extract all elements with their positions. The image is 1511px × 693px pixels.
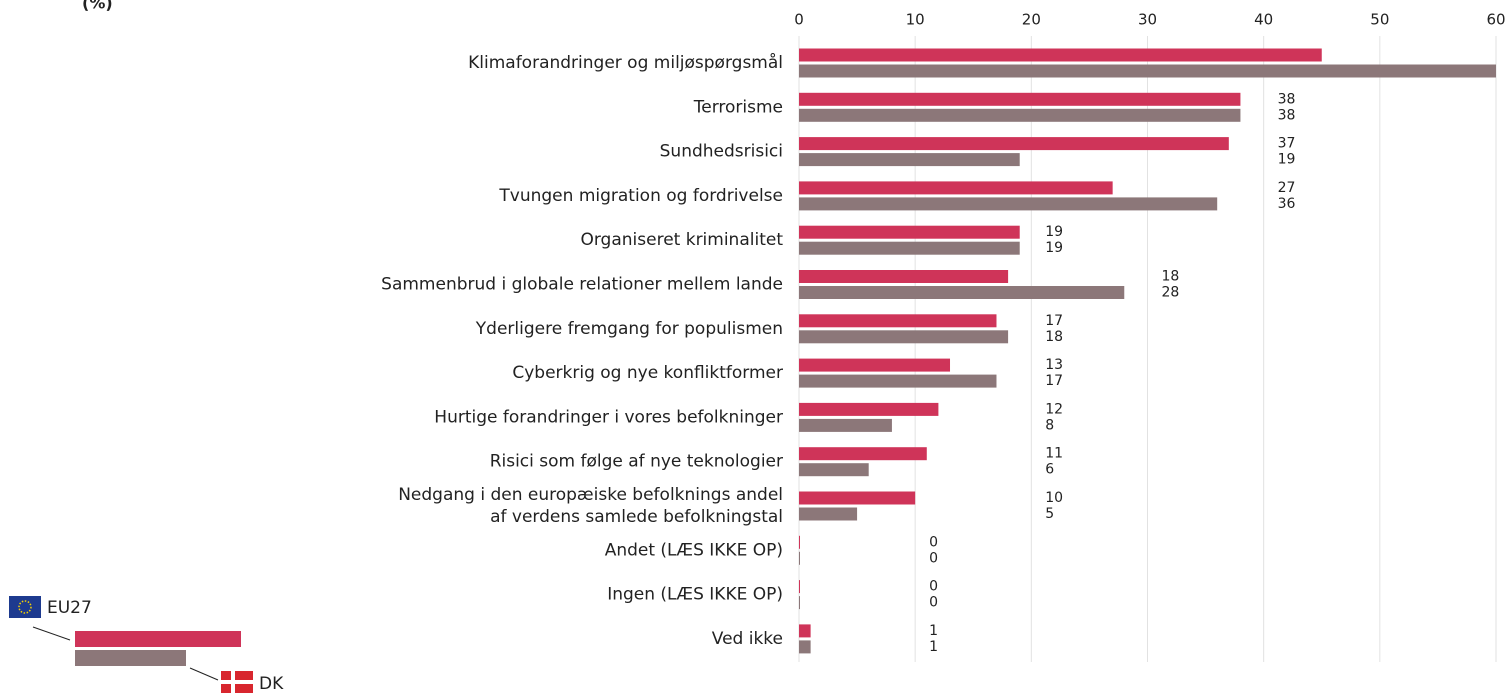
value-label: 19 xyxy=(1045,224,1063,240)
legend-swatch xyxy=(75,631,241,647)
bar xyxy=(799,330,1009,344)
category-label: Cyberkrig og nye konfliktformer xyxy=(512,363,783,383)
value-label: 6 xyxy=(1045,462,1054,478)
x-tick-label: 40 xyxy=(1254,11,1273,29)
bar xyxy=(799,137,1229,151)
bar xyxy=(799,491,916,505)
category-label: Yderligere fremgang for populismen xyxy=(475,319,783,339)
bar xyxy=(799,181,1113,195)
bar xyxy=(799,402,939,416)
value-label: 17 xyxy=(1045,373,1063,389)
category-label: Terrorisme xyxy=(693,97,783,117)
category-label: Sammenbrud i globale relationer mellem l… xyxy=(381,275,783,295)
bar xyxy=(799,153,1020,167)
legend-leader xyxy=(189,667,219,681)
x-tick-label: 20 xyxy=(1022,11,1041,29)
bar xyxy=(799,624,811,638)
value-label: 10 xyxy=(1045,490,1063,506)
value-label: 8 xyxy=(1045,417,1054,433)
x-tick-label: 0 xyxy=(794,11,804,29)
value-label: 19 xyxy=(1278,152,1296,168)
x-tick-label: 60 xyxy=(1486,11,1505,29)
category-label: Nedgang i den europæiske befolknings and… xyxy=(398,485,783,527)
value-label: 12 xyxy=(1045,401,1063,417)
value-label: 0 xyxy=(929,595,938,611)
bar xyxy=(799,241,1020,255)
category-label: Ved ikke xyxy=(712,629,783,649)
bar xyxy=(799,64,1496,78)
bar xyxy=(799,92,1241,106)
value-label: 0 xyxy=(929,550,938,566)
value-label: 1 xyxy=(929,639,938,655)
value-label: 11 xyxy=(1045,446,1063,462)
category-label: Sundhedsrisici xyxy=(660,142,783,162)
legend-swatch xyxy=(75,650,186,666)
value-label: 18 xyxy=(1045,329,1063,345)
value-label: 18 xyxy=(1161,269,1179,285)
value-label: 27 xyxy=(1278,180,1296,196)
bar xyxy=(799,640,811,654)
category-label: Andet (LÆS IKKE OP) xyxy=(605,540,783,560)
category-label: Organiseret kriminalitet xyxy=(580,230,783,250)
bar xyxy=(799,270,1009,283)
value-label: 13 xyxy=(1045,357,1063,373)
legend-label: DK xyxy=(259,674,284,693)
x-tick-label: 10 xyxy=(906,11,925,29)
bar xyxy=(799,535,800,549)
value-label: 37 xyxy=(1278,136,1296,152)
legend xyxy=(9,596,253,693)
bar xyxy=(799,358,951,372)
bar xyxy=(799,197,1218,211)
dk-cross xyxy=(221,680,253,684)
value-label: 0 xyxy=(929,579,938,595)
bar xyxy=(799,48,1322,62)
bar xyxy=(799,580,800,594)
legend-label: EU27 xyxy=(47,598,92,618)
x-tick-label: 50 xyxy=(1370,11,1389,29)
value-label: 17 xyxy=(1045,313,1063,329)
bar xyxy=(799,596,800,610)
chart-title: (%) xyxy=(82,0,113,13)
category-label: Risici som følge af nye teknologier xyxy=(490,452,783,472)
x-tick-label: 30 xyxy=(1138,11,1157,29)
value-label: 0 xyxy=(929,534,938,550)
value-label: 38 xyxy=(1278,107,1296,123)
bar xyxy=(799,374,997,388)
bar xyxy=(799,314,997,328)
bar xyxy=(799,225,1020,239)
value-label: 36 xyxy=(1278,196,1296,212)
category-label: Tvungen migration og fordrivelse xyxy=(498,186,783,206)
category-label: Ingen (LÆS IKKE OP) xyxy=(607,585,783,605)
eu-flag xyxy=(9,596,41,618)
bar xyxy=(799,286,1125,299)
value-label: 1 xyxy=(929,623,938,639)
legend-leader xyxy=(32,626,71,641)
bar xyxy=(799,447,927,461)
bar xyxy=(799,418,892,432)
eu-stars xyxy=(18,600,32,614)
category-label: Hurtige forandringer i vores befolkninge… xyxy=(434,407,783,427)
bar xyxy=(799,551,800,565)
bar xyxy=(799,108,1241,122)
bar xyxy=(799,463,869,477)
value-label: 38 xyxy=(1278,91,1296,107)
bar xyxy=(799,507,858,521)
category-label: Klimaforandringer og miljøspørgsmål xyxy=(468,52,783,73)
value-label: 19 xyxy=(1045,240,1063,256)
value-label: 5 xyxy=(1045,506,1054,522)
value-label: 28 xyxy=(1161,285,1179,301)
